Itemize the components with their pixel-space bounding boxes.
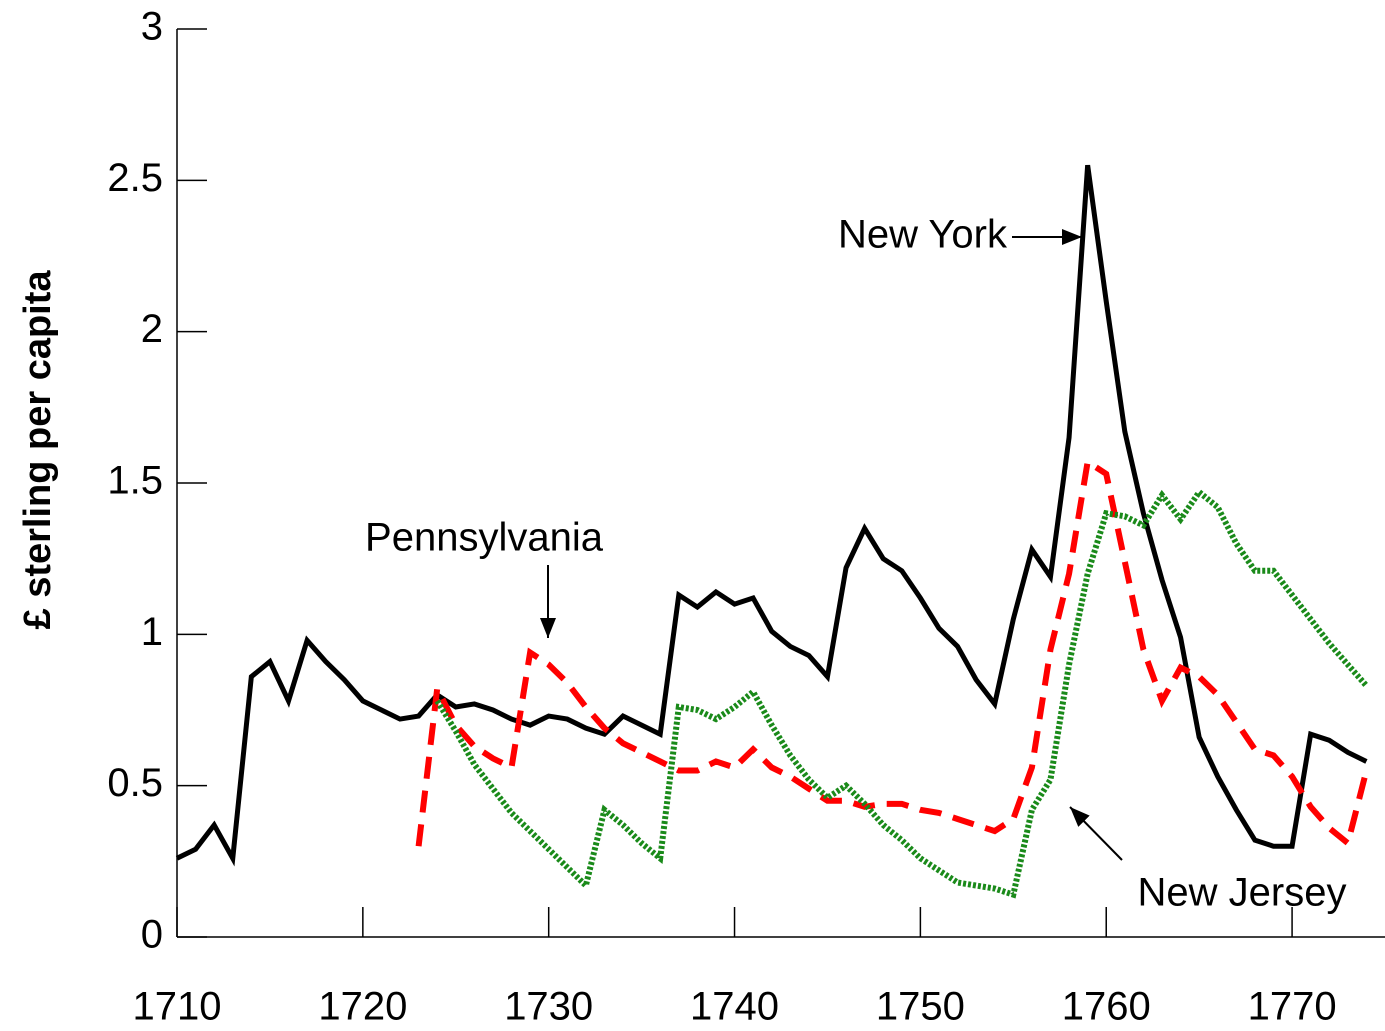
- x-tick-label: 1760: [1062, 985, 1151, 1029]
- y-tick-label: 0: [141, 913, 163, 957]
- y-tick-label: 0.5: [107, 761, 163, 805]
- x-tick-label: 1770: [1248, 985, 1337, 1029]
- annotation: Pennsylvania: [365, 516, 604, 560]
- y-tick-label: 1.5: [107, 459, 163, 503]
- x-tick-label: 1750: [876, 985, 965, 1029]
- line: [415, 456, 1370, 849]
- y-tick-label: 1: [141, 610, 163, 654]
- y-axis-label: £ sterling per capita: [17, 270, 59, 630]
- x-tick-label: 1710: [133, 985, 222, 1029]
- y-tick-label: 2: [141, 307, 163, 351]
- arrow: [1069, 806, 1123, 861]
- annotation: New Jersey: [1138, 871, 1347, 915]
- x-tick-label: 1740: [690, 985, 779, 1029]
- line: [175, 164, 1368, 867]
- line: [434, 487, 1369, 899]
- y-tick-label: 3: [141, 5, 163, 49]
- x-tick-label: 1730: [504, 985, 593, 1029]
- x-tick-label: 1720: [318, 985, 407, 1029]
- y-tick-label: 2.5: [107, 156, 163, 200]
- annotation: New York: [838, 213, 1008, 257]
